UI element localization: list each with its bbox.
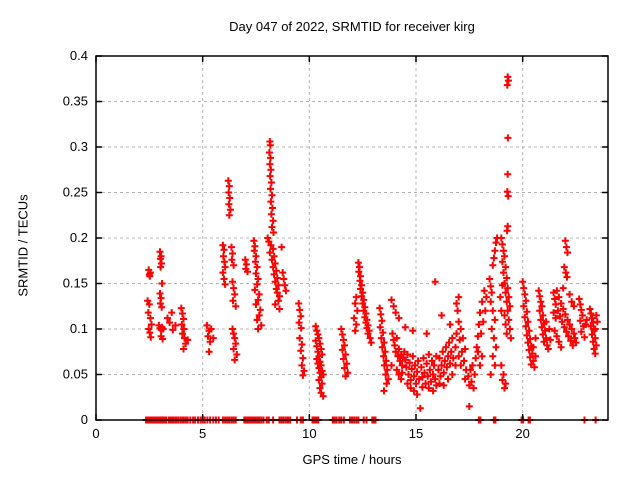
y-tick-label: 0.05 <box>63 367 88 382</box>
y-tick-label: 0.1 <box>70 321 88 336</box>
x-tick-label: 10 <box>302 426 316 441</box>
x-tick-label: 15 <box>409 426 423 441</box>
y-tick-label: 0.15 <box>63 276 88 291</box>
y-tick-label: 0 <box>81 412 88 427</box>
x-tick-label: 5 <box>199 426 206 441</box>
y-tick-label: 0.35 <box>63 94 88 109</box>
x-tick-label: 0 <box>92 426 99 441</box>
y-tick-label: 0.4 <box>70 48 88 63</box>
y-tick-label: 0.25 <box>63 185 88 200</box>
x-tick-label: 20 <box>515 426 529 441</box>
chart-title: Day 047 of 2022, SRMTID for receiver kir… <box>229 19 475 34</box>
y-tick-label: 0.2 <box>70 230 88 245</box>
x-axis-label: GPS time / hours <box>302 452 402 467</box>
scatter-series <box>142 73 601 424</box>
y-tick-label: 0.3 <box>70 139 88 154</box>
